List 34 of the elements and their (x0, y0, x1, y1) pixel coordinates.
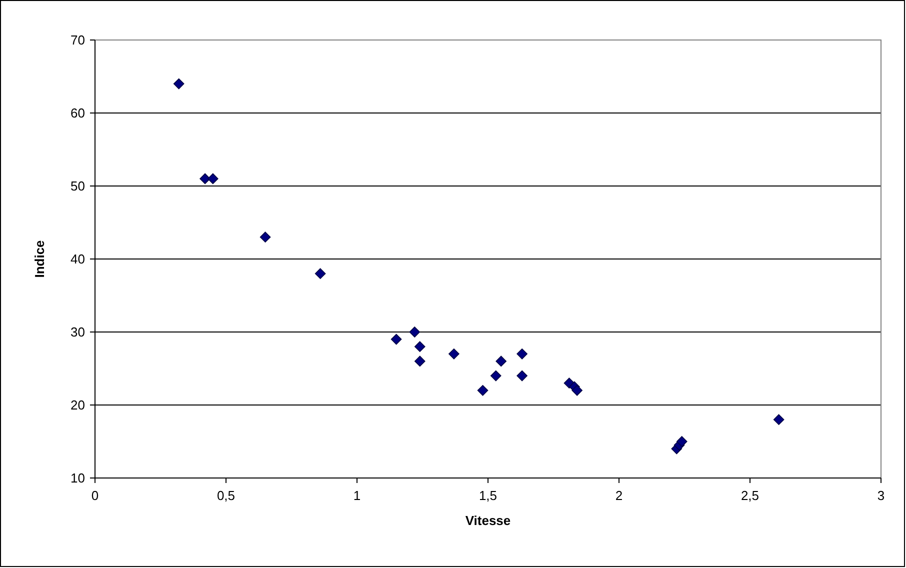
point (516, 370, 528, 382)
point (173, 78, 184, 90)
y-tick-label: 30 (70, 324, 85, 340)
point (260, 232, 271, 242)
point (314, 268, 326, 279)
x-axis-title: Vitesse (465, 513, 511, 528)
point (496, 356, 506, 367)
x-tick-label: 0 (91, 488, 99, 503)
point (676, 436, 688, 447)
point (490, 370, 502, 382)
point (773, 414, 784, 425)
point (516, 348, 528, 360)
x-tick-label: 1,5 (478, 488, 498, 503)
y-tick-label: 40 (70, 252, 85, 267)
y-tick-label: 10 (70, 470, 85, 486)
point (390, 334, 402, 345)
point (414, 356, 426, 367)
x-tick-label: 3 (877, 488, 885, 503)
x-tick-label: 2 (615, 488, 623, 503)
x-tick-label: 2,5 (740, 488, 760, 503)
y-tick-label: 20 (70, 398, 85, 413)
y-axis-title: Indice (32, 240, 47, 278)
x-tick-label: 1 (353, 488, 361, 503)
point (448, 348, 460, 360)
point (572, 385, 582, 396)
x-tick-label: 0,5 (216, 488, 236, 503)
point (208, 173, 218, 184)
point (477, 385, 488, 396)
point (200, 173, 210, 184)
point (414, 341, 426, 352)
y-tick-label: 50 (70, 178, 85, 194)
point (409, 326, 420, 338)
y-tick-label: 60 (70, 106, 85, 121)
y-tick-label: 70 (70, 32, 85, 48)
